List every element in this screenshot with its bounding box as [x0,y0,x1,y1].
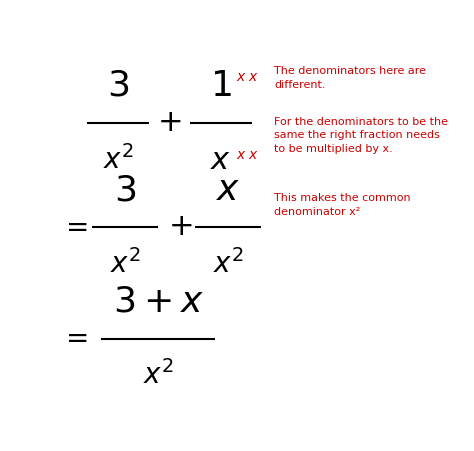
Text: $+$: $+$ [168,211,192,241]
Text: $\mathit{x}\;\mathit{x}$: $\mathit{x}\;\mathit{x}$ [236,69,258,83]
Text: The denominators here are
different.: The denominators here are different. [274,66,426,90]
Text: $3 + \mathit{x}$: $3 + \mathit{x}$ [113,284,204,318]
Text: $\mathit{x}^2$: $\mathit{x}^2$ [143,360,174,390]
Text: $3$: $3$ [114,173,137,207]
Text: $=$: $=$ [60,324,88,350]
Text: $\mathit{x}^2$: $\mathit{x}^2$ [110,249,141,278]
Text: This makes the common
denominator x²: This makes the common denominator x² [274,193,411,216]
Text: $\mathit{x}^2$: $\mathit{x}^2$ [102,144,134,174]
Text: $1$: $1$ [210,69,232,103]
Text: $3$: $3$ [107,69,129,103]
Text: $\mathit{x}$: $\mathit{x}$ [210,144,231,175]
Text: $+$: $+$ [157,106,182,137]
Text: $\mathit{x}\;\mathit{x}$: $\mathit{x}\;\mathit{x}$ [236,148,258,162]
Text: $\mathit{x}^2$: $\mathit{x}^2$ [213,249,244,278]
Text: $\mathit{x}$: $\mathit{x}$ [216,173,240,207]
Text: $=$: $=$ [60,212,88,239]
Text: For the denominators to be the
same the right fraction needs
to be multiplied by: For the denominators to be the same the … [274,117,448,154]
